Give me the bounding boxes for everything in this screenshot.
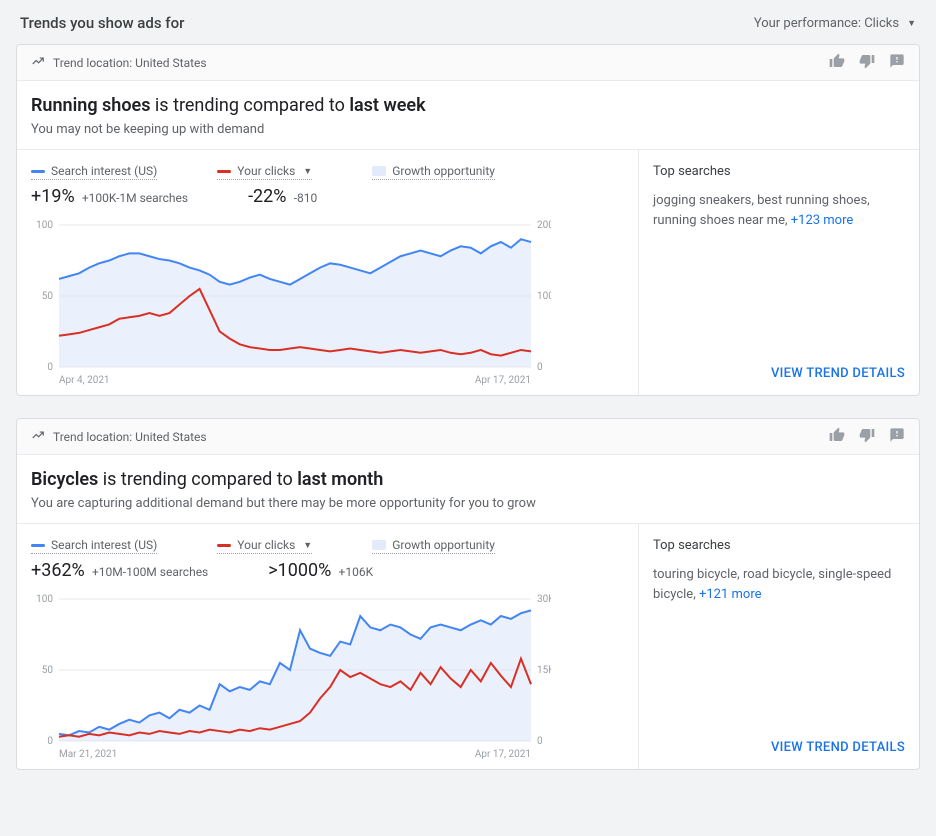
top-searches-title: Top searches xyxy=(653,164,905,179)
feedback-icon[interactable] xyxy=(889,53,905,72)
metric-search: +362% +10M-100M searches xyxy=(31,560,208,581)
svg-text:Apr 17, 2021: Apr 17, 2021 xyxy=(475,749,531,760)
svg-text:0: 0 xyxy=(47,736,53,747)
legend-your-clicks[interactable]: Your clicks ▼ xyxy=(217,538,312,554)
svg-text:15K: 15K xyxy=(537,665,551,676)
view-trend-details-button[interactable]: VIEW TREND DETAILS xyxy=(771,740,905,755)
swatch-icon xyxy=(217,170,231,173)
thumbs-down-icon[interactable] xyxy=(859,427,875,446)
performance-selector[interactable]: Your performance: Clicks ▼ xyxy=(754,16,916,31)
more-searches-link[interactable]: +121 more xyxy=(699,587,762,602)
metric-clicks: -22% -810 xyxy=(248,186,317,207)
swatch-icon xyxy=(372,540,386,550)
legend-search-interest[interactable]: Search interest (US) xyxy=(31,538,157,554)
svg-text:50: 50 xyxy=(42,665,54,676)
svg-text:50: 50 xyxy=(42,291,54,302)
swatch-icon xyxy=(31,544,45,547)
trending-icon xyxy=(31,54,45,71)
card-headline: Bicycles is trending compared to last mo… xyxy=(31,469,905,490)
svg-text:30K: 30K xyxy=(537,594,551,605)
trend-chart: 0 50 100 0 15K 30K Mar 21, 2021 Apr 17, 2021 xyxy=(31,591,551,761)
svg-text:0: 0 xyxy=(47,362,53,373)
chevron-down-icon: ▼ xyxy=(907,18,916,29)
svg-text:2000: 2000 xyxy=(537,220,551,231)
swatch-icon xyxy=(31,170,45,173)
svg-text:0: 0 xyxy=(537,362,543,373)
more-searches-link[interactable]: +123 more xyxy=(791,213,854,228)
legend-growth[interactable]: Growth opportunity xyxy=(372,164,495,180)
top-searches-text: jogging sneakers, best running shoes, ru… xyxy=(653,191,905,230)
feedback-icon[interactable] xyxy=(889,427,905,446)
trend-location: Trend location: United States xyxy=(53,430,207,444)
trend-chart: 050100010002000Apr 4, 2021 Apr 17, 2021 xyxy=(31,217,551,387)
card-headline: Running shoes is trending compared to la… xyxy=(31,95,905,116)
trending-icon xyxy=(31,428,45,445)
section-title: Trends you show ads for xyxy=(20,14,184,32)
thumbs-up-icon[interactable] xyxy=(829,53,845,72)
svg-text:0: 0 xyxy=(537,736,543,747)
trend-card: Trend location: United States Running sh… xyxy=(16,44,920,396)
legend-search-interest[interactable]: Search interest (US) xyxy=(31,164,157,180)
svg-text:Apr 4, 2021: Apr 4, 2021 xyxy=(59,375,110,386)
card-subtitle: You are capturing additional demand but … xyxy=(31,496,905,511)
thumbs-down-icon[interactable] xyxy=(859,53,875,72)
trend-card: Trend location: United States Bicycles i… xyxy=(16,418,920,770)
chevron-down-icon: ▼ xyxy=(303,540,312,551)
view-trend-details-button[interactable]: VIEW TREND DETAILS xyxy=(771,366,905,381)
legend-your-clicks[interactable]: Your clicks ▼ xyxy=(217,164,312,180)
metric-clicks: >1000% +106K xyxy=(268,560,373,581)
swatch-icon xyxy=(372,166,386,176)
card-subtitle: You may not be keeping up with demand xyxy=(31,122,905,137)
top-searches-title: Top searches xyxy=(653,538,905,553)
svg-text:100: 100 xyxy=(36,220,53,231)
svg-text:1000: 1000 xyxy=(537,291,551,302)
thumbs-up-icon[interactable] xyxy=(829,427,845,446)
swatch-icon xyxy=(217,544,231,547)
chevron-down-icon: ▼ xyxy=(303,166,312,177)
svg-text:Apr 17, 2021: Apr 17, 2021 xyxy=(475,375,531,386)
svg-text:Mar 21, 2021: Mar 21, 2021 xyxy=(59,749,117,760)
legend-growth[interactable]: Growth opportunity xyxy=(372,538,495,554)
top-searches-text: touring bicycle, road bicycle, single-sp… xyxy=(653,565,905,604)
trend-location: Trend location: United States xyxy=(53,56,207,70)
metric-search: +19% +100K-1M searches xyxy=(31,186,188,207)
svg-text:100: 100 xyxy=(36,594,53,605)
performance-label: Your performance: Clicks xyxy=(754,16,899,31)
